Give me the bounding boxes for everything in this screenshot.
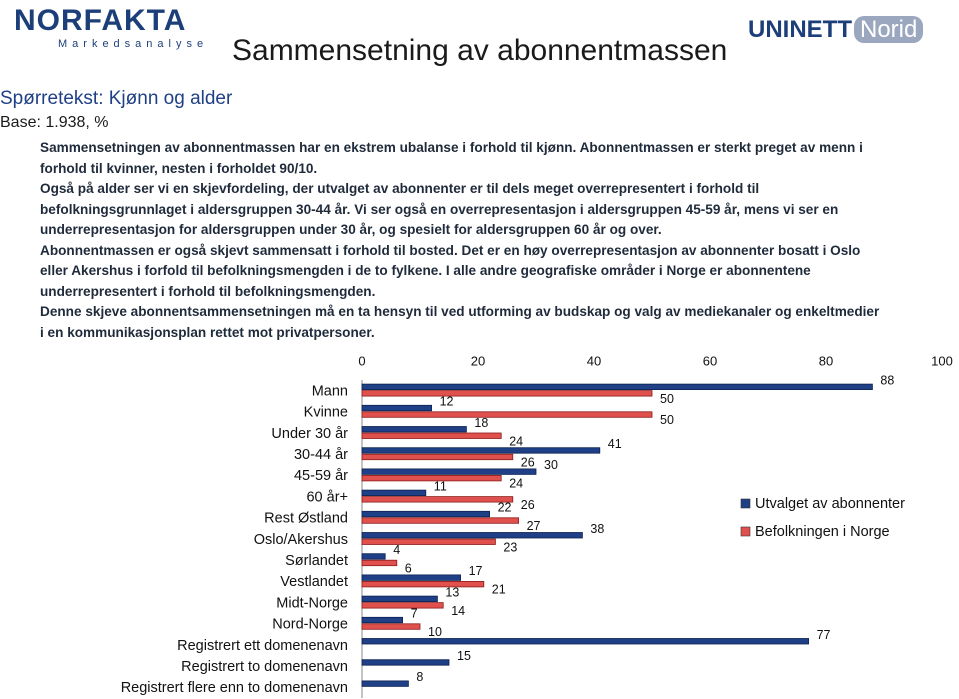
logo-text: UNINETT: [748, 16, 852, 43]
value-label: 26: [521, 498, 535, 512]
x-tick-label: 80: [819, 353, 833, 368]
bar: [361, 432, 502, 439]
y-tick-label: Mann: [312, 383, 348, 399]
bar: [361, 383, 873, 391]
value-label: 13: [445, 585, 459, 599]
bar: [361, 680, 409, 687]
x-tick-label: 0: [358, 353, 365, 368]
value-label: 23: [503, 540, 517, 554]
value-label: 77: [817, 628, 831, 642]
value-label: 88: [880, 373, 894, 387]
value-label: 14: [451, 604, 465, 618]
value-label: 41: [608, 437, 622, 451]
bar: [361, 623, 421, 630]
y-tick-label: 60 år+: [306, 489, 348, 505]
value-label: 22: [498, 501, 512, 515]
bar: [361, 602, 444, 609]
value-label: 50: [660, 413, 674, 427]
y-tick-label: Midt-Norge: [276, 595, 348, 611]
paragraph: Også på alder ser vi en skjevfordeling, …: [40, 181, 839, 237]
value-label: 18: [474, 416, 488, 430]
logo: NORFAKTA Markedsanalyse: [14, 4, 208, 50]
bar: [361, 553, 386, 560]
bar: [361, 453, 514, 461]
bar: [361, 496, 514, 503]
y-tick-label: 45-59 år: [294, 468, 348, 484]
value-label: 24: [509, 434, 523, 448]
y-tick-label: Registrert flere enn to domenenavn: [121, 680, 348, 696]
value-label: 11: [434, 479, 447, 493]
paragraph: Denne skjeve abonnentsammensetningen må …: [40, 304, 880, 340]
bar: [361, 447, 601, 454]
bar: [361, 390, 653, 397]
y-tick-label: Oslo/Akershus: [254, 532, 348, 548]
bar: [361, 426, 467, 433]
value-label: 15: [457, 649, 471, 663]
legend-label: Utvalget av abonnenter: [755, 496, 905, 512]
title: Sammensetning av abonnentmassen: [232, 34, 728, 67]
logo: UNINETT Norid: [748, 16, 924, 44]
legend-label: Befolkningen i Norge: [755, 524, 890, 540]
legend-swatch: [740, 498, 751, 509]
base: Base: 1.938, %: [0, 114, 109, 131]
y-tick-label: Under 30 år: [271, 426, 348, 442]
value-label: 38: [590, 522, 604, 536]
bar: [361, 595, 438, 602]
value-label: 7: [411, 607, 418, 621]
bar: [361, 474, 502, 482]
y-tick-label: Registrert to domenenavn: [181, 659, 348, 675]
value-label: 50: [660, 392, 674, 406]
y-tick-label: Registrert ett domenenavn: [177, 638, 348, 654]
logo-subtext: Markedsanalyse: [58, 38, 209, 50]
x-tick-label: 20: [471, 353, 485, 368]
bar: [361, 574, 461, 581]
x-tick-label: 40: [587, 353, 601, 368]
value-label: 26: [521, 455, 535, 469]
y-tick-label: Vestlandet: [280, 574, 348, 590]
bar: [361, 659, 450, 666]
y-tick-label: Rest Østland: [264, 511, 348, 527]
x-tick-label: 100: [931, 353, 953, 368]
value-label: 27: [527, 519, 541, 533]
bar: [361, 616, 403, 624]
value-label: 30: [544, 458, 558, 472]
bar: [361, 411, 653, 418]
value-label: 8: [416, 670, 423, 684]
y-tick-label: 30-44 år: [294, 447, 348, 463]
logo-text: NORFAKTA: [14, 4, 187, 37]
question: Spørretekst: Kjønn og alder: [0, 88, 233, 109]
bar: [361, 468, 537, 475]
value-label: 4: [393, 543, 400, 557]
bar: [361, 538, 496, 545]
value-label: 10: [428, 625, 442, 639]
y-tick-label: Sørlandet: [285, 553, 348, 569]
bar: [361, 559, 398, 567]
x-tick-label: 60: [703, 353, 717, 368]
paragraph: Abonnentmassen er også skjevt sammensatt…: [40, 242, 861, 299]
bar: [361, 510, 490, 518]
logo-tag: Norid: [854, 16, 924, 43]
value-label: 6: [405, 561, 412, 575]
bar: [361, 532, 583, 539]
bar: [361, 638, 810, 645]
bar: [361, 581, 485, 588]
bar: [361, 404, 432, 412]
paragraph: Sammensetningen av abonnentmassen har en…: [40, 140, 863, 176]
legend-swatch: [740, 526, 751, 537]
bar: [361, 489, 427, 497]
bar: [361, 517, 520, 524]
text-block: Sammensetningen av abonnentmassen har en…: [40, 138, 880, 343]
y-tick-label: Kvinne: [304, 405, 348, 421]
value-label: 21: [492, 583, 506, 597]
value-label: 12: [440, 395, 454, 409]
value-label: 17: [469, 564, 483, 578]
y-tick-label: Nord-Norge: [272, 617, 348, 633]
value-label: 24: [509, 477, 523, 491]
